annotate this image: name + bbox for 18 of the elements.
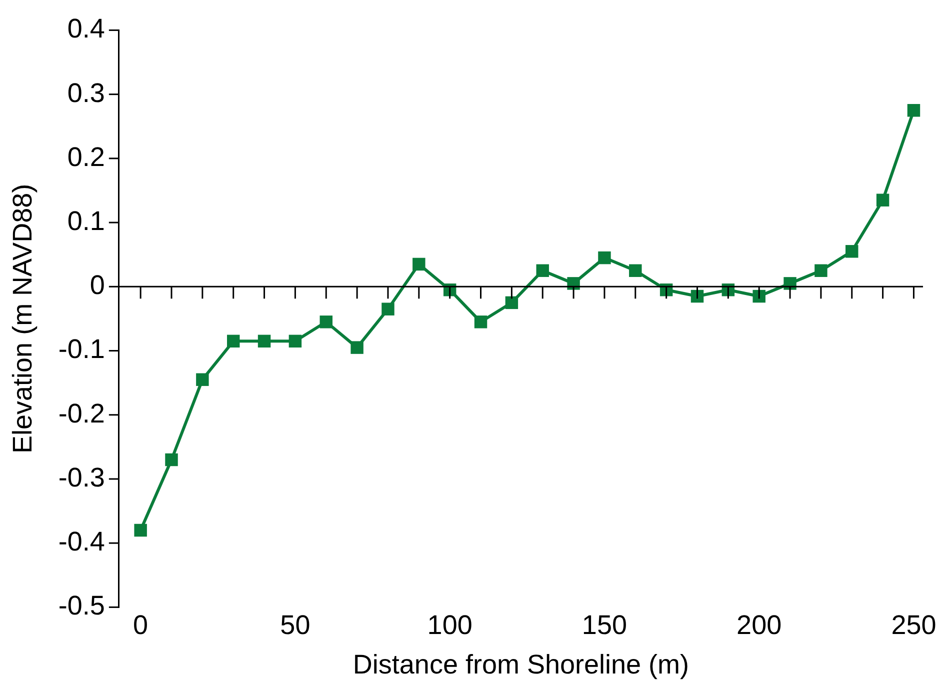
x-tick-label: 200 — [736, 610, 782, 640]
y-tick-label: -0.2 — [58, 398, 105, 428]
y-tick-label: 0.3 — [67, 78, 105, 108]
x-tick-label: 150 — [582, 610, 627, 640]
y-axis-title: Elevation (m NAVD88) — [8, 184, 38, 454]
y-tick-label: 0.4 — [67, 14, 105, 44]
y-tick-label: -0.3 — [58, 462, 105, 492]
y-tick-label: 0 — [90, 270, 105, 300]
x-axis-title: Distance from Shoreline (m) — [352, 649, 690, 680]
x-tick-label: 100 — [427, 610, 472, 640]
x-tick-label: 250 — [891, 610, 936, 640]
y-tick-label: -0.5 — [58, 590, 105, 621]
y-tick-label: 0.1 — [67, 206, 105, 236]
y-tick-label: -0.4 — [58, 526, 105, 557]
y-tick-label: 0.2 — [67, 142, 105, 172]
x-tick-label: 0 — [133, 610, 148, 640]
x-tick-label: 50 — [280, 610, 310, 640]
y-tick-label: -0.1 — [58, 334, 105, 364]
